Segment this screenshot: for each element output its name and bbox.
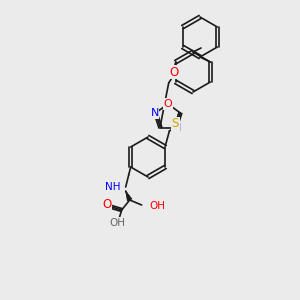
Text: N: N — [172, 122, 181, 133]
Text: S: S — [172, 118, 179, 130]
Text: NH: NH — [105, 182, 121, 192]
Text: O: O — [164, 99, 172, 109]
Text: OH: OH — [150, 201, 166, 211]
Polygon shape — [126, 191, 132, 201]
Text: O: O — [169, 65, 178, 79]
Text: OH: OH — [110, 218, 126, 228]
Text: N: N — [150, 108, 159, 118]
Text: O: O — [102, 199, 111, 212]
Text: NH: NH — [105, 183, 121, 193]
